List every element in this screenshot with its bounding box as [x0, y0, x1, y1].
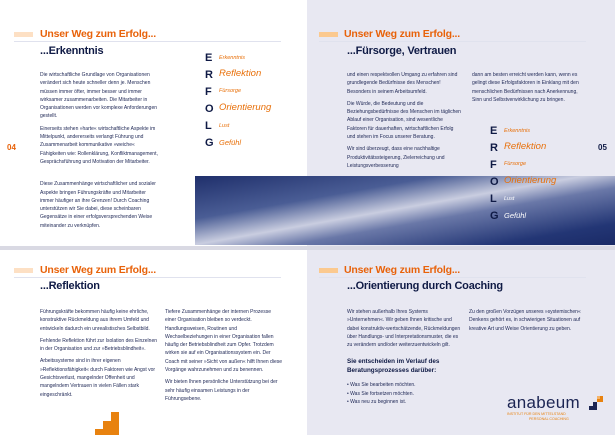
page-number: 05	[598, 143, 607, 152]
text-column: Führungskräfte bekommen häufig keine ehr…	[40, 308, 158, 403]
paragraph: Arbeitssysteme sind in ihrer eigenen »Re…	[40, 358, 156, 398]
wave-image	[195, 176, 615, 245]
bullet-item: • Was Sie fortsetzen möchten.	[347, 390, 414, 397]
letter: L	[205, 120, 212, 132]
page-number: 04	[7, 143, 16, 152]
erfolg-graphic: E R F O L G Erkenntnis Reflektion Fürsor…	[490, 125, 580, 225]
word: Orientierung	[219, 102, 272, 113]
word: Orientierung	[504, 175, 557, 186]
page-subtitle: ...Erkenntnis	[40, 45, 104, 57]
paragraph: Diese Zusammenhänge wirtschaftlicher und…	[40, 181, 156, 229]
page-bottom-right: Unser Weg zum Erfolg... ...Orientierung …	[307, 250, 615, 435]
divider	[319, 41, 586, 42]
letter: E	[490, 125, 498, 137]
paragraph: Zu den großen Vorzügen unseres »systemis…	[469, 309, 581, 332]
letter: R	[205, 69, 213, 81]
paragraph: Die wirtschaftliche Grundlage von Organi…	[40, 72, 158, 120]
paragraph: Tiefere Zusammenhänge der internen Proze…	[165, 309, 283, 374]
page-subtitle: ...Fürsorge, Vertrauen	[347, 45, 457, 57]
stairs-graphic	[95, 412, 119, 435]
word: Lust	[219, 123, 230, 129]
paragraph: Fehlende Reflektion führt zur Isolation …	[40, 337, 158, 353]
word: Erkenntnis	[504, 128, 530, 134]
word: Reflektion	[504, 141, 547, 152]
accent-bar	[319, 268, 338, 273]
text-column: dann am besten erreicht werden kann, wen…	[472, 71, 589, 108]
letter: F	[490, 159, 497, 171]
page-subtitle: ...Orientierung durch Coaching	[347, 280, 503, 292]
letter: F	[205, 86, 212, 98]
divider	[14, 41, 281, 42]
section-title: Unser Weg zum Erfolg...	[40, 28, 156, 40]
page-bottom-left: Unser Weg zum Erfolg... ...Reflektion Fü…	[0, 250, 307, 435]
word: Fürsorge	[504, 161, 527, 167]
accent-bar	[319, 32, 338, 37]
word: Reflektion	[219, 68, 262, 79]
erfolg-graphic: E R F O L G Erkenntnis Reflektion Fürsor…	[205, 52, 295, 152]
word: Gefühl	[219, 138, 242, 147]
letter: E	[205, 52, 213, 64]
section-title: Unser Weg zum Erfolg...	[344, 28, 460, 40]
paragraph: Einerseits stehen »harte« wirtschaftlich…	[40, 125, 158, 165]
bullet-item: • Was neu zu beginnen ist.	[347, 399, 407, 406]
text-column: Wir stehen außerhalb Ihres Systems »Unte…	[347, 308, 463, 406]
letter: O	[205, 103, 214, 115]
text-column: Tiefere Zusammenhänge der internen Proze…	[165, 308, 283, 407]
logo-stairs-icon	[589, 396, 603, 410]
word: Lust	[504, 196, 515, 202]
bold-heading: Sie entscheiden im Verlauf des Beratungs…	[347, 358, 440, 375]
letter: O	[490, 176, 499, 188]
page-04: Unser Weg zum Erfolg... ...Erkenntnis Di…	[0, 0, 307, 246]
letter: G	[490, 210, 499, 222]
text-column: und einen respektvollen Umgang zu erfahr…	[347, 71, 463, 174]
paragraph: Wir bieten Ihnen persönliche Unterstützu…	[165, 379, 278, 402]
letter: R	[490, 142, 498, 154]
anabeum-logo: anabeum Institut für den Mittelstand Per…	[507, 393, 607, 422]
bullet-item: • Was Sie bearbeiten möchten.	[347, 382, 416, 389]
page-subtitle: ...Reflektion	[40, 280, 100, 292]
logo-wordmark: anabeum	[507, 393, 580, 412]
accent-bar	[14, 268, 33, 273]
word: Fürsorge	[219, 88, 242, 94]
word: Erkenntnis	[219, 55, 245, 61]
paragraph: Wir stehen außerhalb Ihres Systems »Unte…	[347, 309, 461, 349]
letter: L	[490, 193, 497, 205]
divider	[14, 277, 281, 278]
paragraph: dann am besten erreicht werden kann, wen…	[472, 72, 579, 103]
paragraph: Die Würde, die Bedeutung und die Beziehu…	[347, 100, 461, 141]
letter: G	[205, 137, 214, 149]
paragraph: Führungskräfte bekommen häufig keine ehr…	[40, 309, 150, 332]
logo-tagline: Institut für den Mittelstand	[507, 412, 566, 416]
logo-tagline: Personal Coaching	[529, 417, 569, 421]
section-title: Unser Weg zum Erfolg...	[344, 264, 460, 276]
section-title: Unser Weg zum Erfolg...	[40, 264, 156, 276]
word: Gefühl	[504, 211, 527, 220]
accent-bar	[14, 32, 33, 37]
text-column: Zu den großen Vorzügen unseres »systemis…	[469, 308, 587, 337]
paragraph: Wir sind überzeugt, dass eine nachhaltig…	[347, 146, 445, 169]
paragraph: und einen respektvollen Umgang zu erfahr…	[347, 72, 458, 95]
divider	[319, 277, 586, 278]
text-column: Die wirtschaftliche Grundlage von Organi…	[40, 71, 158, 234]
